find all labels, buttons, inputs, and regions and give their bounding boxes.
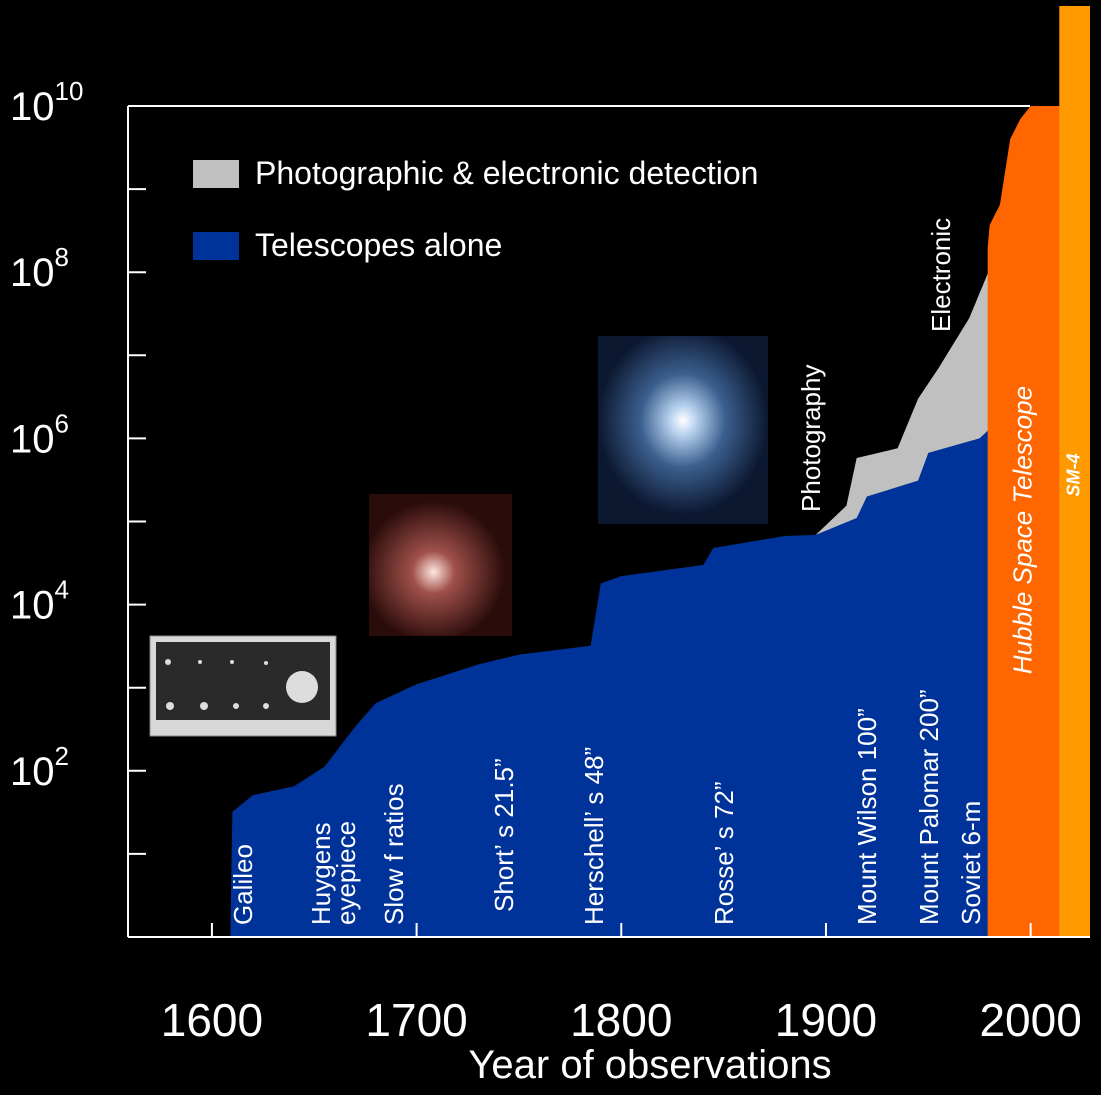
- y-tick-label: 104: [10, 575, 69, 628]
- y-tick-exponent: 2: [55, 741, 69, 771]
- annotation: Electronic: [926, 218, 956, 332]
- area: [987, 106, 1062, 937]
- area: [1059, 5, 1090, 938]
- y-tick-label: 106: [10, 408, 69, 461]
- annotation: eyepiece: [331, 821, 361, 925]
- legend-label: Photographic & electronic detection: [255, 155, 758, 191]
- band-label: Hubble Space Telescope: [1007, 386, 1037, 674]
- annotation: Photography: [796, 365, 826, 512]
- annotation: Galileo: [228, 844, 258, 925]
- y-tick-label: 102: [10, 741, 69, 794]
- y-tick-base: 10: [10, 584, 55, 628]
- annotation: Mount Wilson 100”: [852, 708, 882, 925]
- annotation: Mount Palomar 200”: [914, 689, 944, 925]
- annotation: Huygens: [306, 822, 336, 925]
- y-tick-label: 108: [10, 242, 69, 295]
- jupiter-moons-sketch: [149, 635, 337, 737]
- x-tick-label: 1700: [365, 994, 467, 1046]
- band-label: SM-4: [1063, 453, 1083, 496]
- legend-swatch: [193, 232, 239, 260]
- star-cluster-image: [369, 494, 512, 636]
- area: [230, 428, 990, 937]
- x-tick-label: 1800: [570, 994, 672, 1046]
- y-tick-exponent: 4: [55, 575, 69, 605]
- annotation: Rosse’ s 72”: [709, 781, 739, 925]
- y-tick-label: 1010: [10, 76, 83, 129]
- x-tick-label: 1600: [161, 994, 263, 1046]
- annotation: Herschell’ s 48”: [579, 747, 609, 925]
- annotation: Slow f ratios: [379, 783, 409, 925]
- legend-swatch: [193, 160, 239, 188]
- x-tick-label: 2000: [979, 994, 1081, 1046]
- y-tick-exponent: 8: [55, 242, 69, 272]
- annotation: Short’ s 21.5”: [489, 758, 519, 912]
- y-tick-base: 10: [10, 417, 55, 461]
- galaxy-image: [598, 336, 768, 524]
- x-tick-label: 1900: [775, 994, 877, 1046]
- y-tick-base: 10: [10, 750, 55, 794]
- legend-label: Telescopes alone: [255, 227, 502, 263]
- annotation: Soviet 6-m: [956, 801, 986, 925]
- y-tick-exponent: 6: [55, 408, 69, 438]
- x-axis-label: Year of observations: [468, 1043, 831, 1087]
- y-tick-exponent: 10: [55, 76, 84, 106]
- y-tick-base: 10: [10, 85, 55, 129]
- plot-area: [230, 5, 1090, 938]
- y-tick-base: 10: [10, 251, 55, 295]
